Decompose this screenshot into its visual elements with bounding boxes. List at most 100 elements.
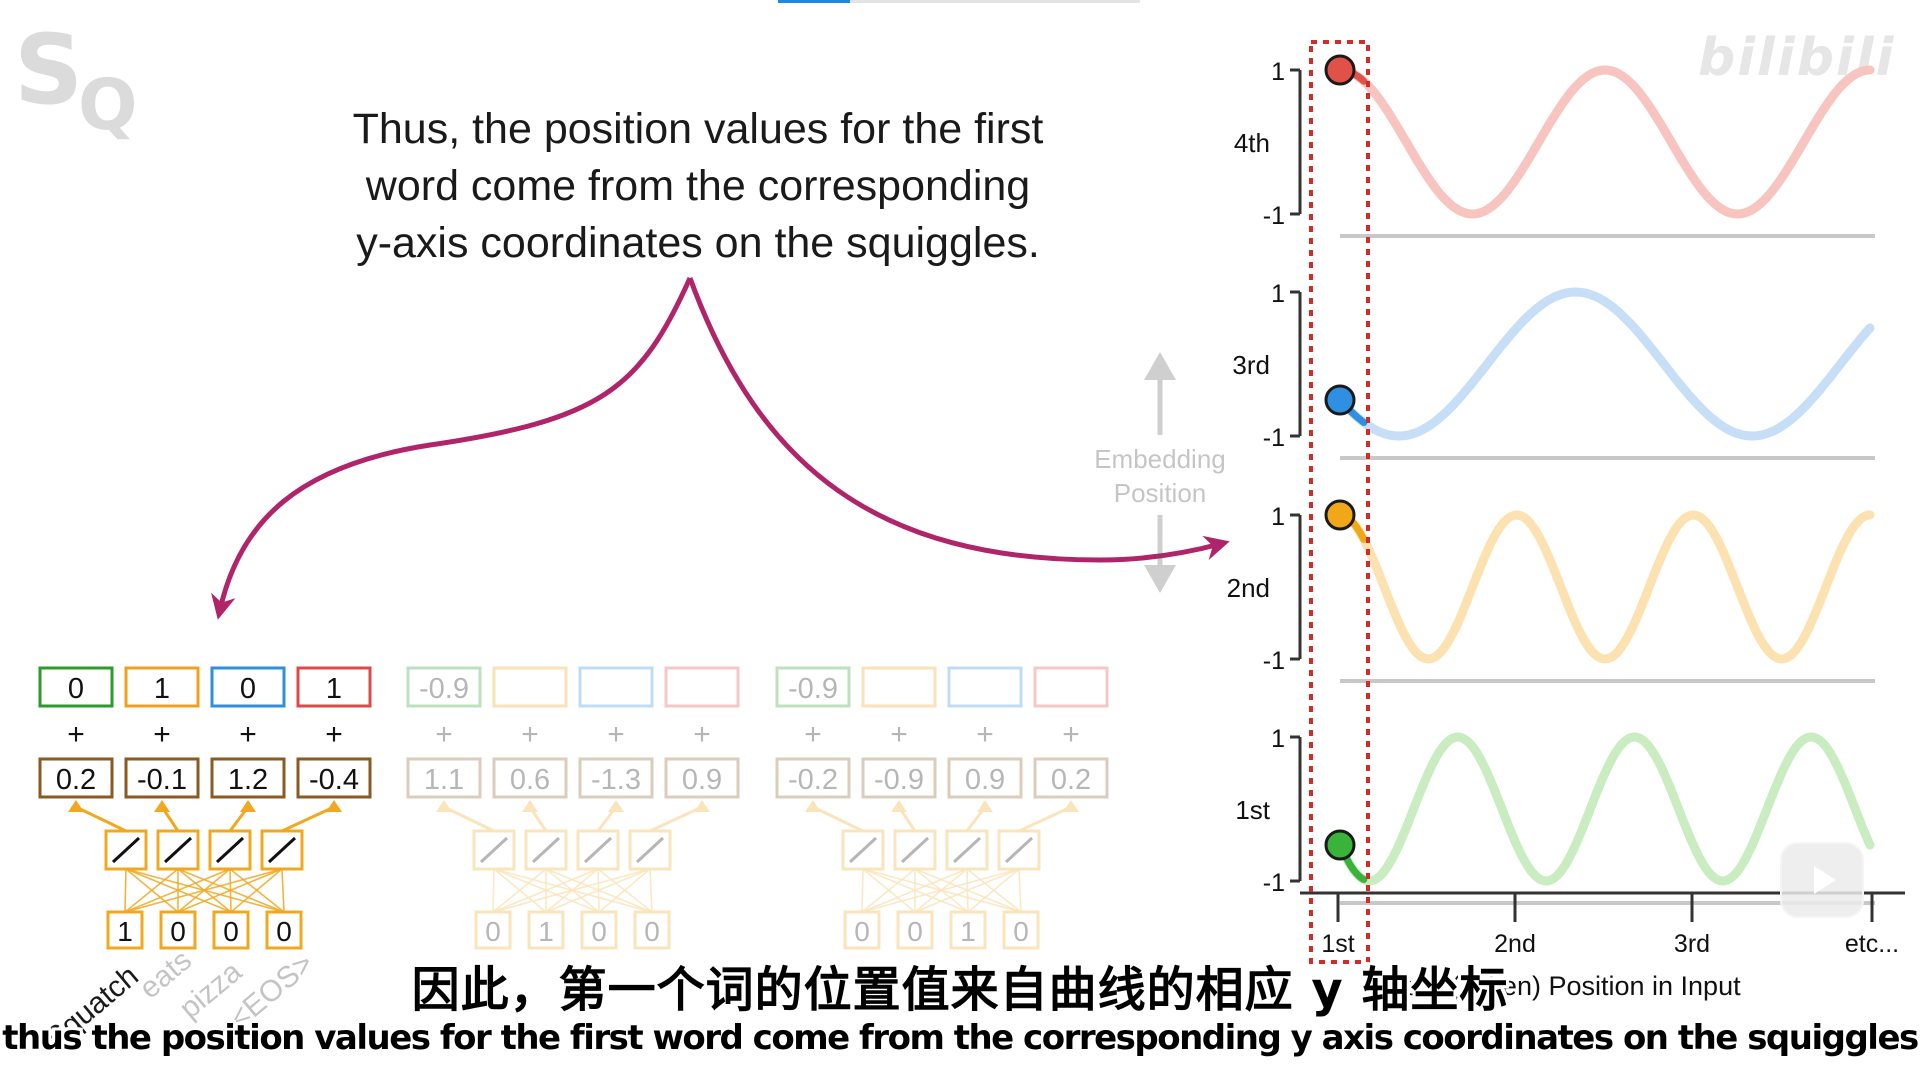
activation-to-embedding-line [812, 805, 864, 833]
network-weight-line [967, 868, 1020, 913]
network-weight-line [281, 868, 285, 913]
activation-to-embedding-line [897, 806, 917, 832]
embedding-value: 1.2 [228, 764, 268, 796]
plus-sign: + [1062, 718, 1080, 751]
embedding-value: 0.2 [1051, 764, 1091, 796]
one-hot-input-value: 1 [538, 916, 554, 947]
embedding-arrowhead [1063, 800, 1079, 812]
network-weight-line [492, 868, 547, 913]
network-weight-line [914, 868, 1020, 913]
row-label: 3rd [1232, 350, 1270, 380]
position-value-box [492, 666, 568, 708]
embedding-arrowhead [326, 800, 342, 812]
network-weight-line [545, 868, 600, 913]
embedding-value-box [38, 757, 114, 799]
plus-sign: + [976, 718, 994, 751]
activation-node [472, 829, 516, 871]
network-weight-line [177, 868, 285, 913]
play-button[interactable] [1780, 842, 1864, 918]
identity-activation-glyph [1004, 836, 1034, 864]
position-value-dot [1324, 829, 1356, 861]
word-column-2: -0.9 +1.1 +0.6 + -1.3 +0.9 0 1 0 0 [406, 666, 740, 950]
row-label: 2nd [1227, 573, 1270, 603]
position-value-box [296, 666, 372, 708]
activation-to-embedding-line [528, 806, 548, 832]
one-hot-input-box [527, 910, 565, 950]
network-weight-line [597, 868, 653, 913]
plus-sign: + [521, 718, 539, 751]
embedding-arrowhead [891, 800, 907, 812]
channel-logo: S Q [8, 14, 158, 154]
word-embedding-columns: 0+0.21+-0.10+1.21+-0.41 0 0 0-0.9+1.1+0.6+-… [38, 666, 1109, 950]
x-tick-label: 1st [1321, 930, 1354, 958]
y-tick-label-top: 1 [1271, 503, 1285, 531]
network-weight-line [649, 868, 653, 913]
plus-sign: + [607, 718, 625, 751]
network-weight-line [125, 868, 285, 913]
network-weight-line [125, 868, 232, 913]
position-value-box [406, 666, 482, 708]
position-value-box [775, 666, 851, 708]
activation-to-embedding-line [281, 805, 335, 833]
network-weight-line [862, 868, 969, 913]
x-axis: 1st 2nd 3rd etc... Word (Token) Position in … [1300, 891, 1905, 1001]
embedding-value-box [861, 757, 937, 799]
embedding-arrowhead [694, 800, 710, 812]
one-hot-input-value: 0 [223, 916, 239, 947]
embedding-value: 0.9 [682, 764, 722, 796]
activation-to-embedding-line [965, 806, 987, 832]
network-weight-line [125, 868, 179, 913]
identity-activation-glyph [531, 836, 561, 864]
identity-activation-glyph [900, 836, 930, 864]
identity-activation-glyph [848, 836, 878, 864]
network-weight-line [862, 868, 916, 913]
identity-activation-glyph [111, 836, 141, 864]
network-weight-line [598, 868, 651, 913]
y-tick-label-top: 1 [1271, 58, 1285, 86]
embedding-arrowhead [240, 800, 256, 812]
embedding-axis-down-head [1144, 565, 1176, 593]
row-label: 1st [1235, 795, 1270, 825]
plus-sign: + [435, 718, 453, 751]
annotation-line-3: y-axis coordinates on the squiggles. [356, 219, 1040, 267]
squiggle-curve [1335, 732, 1875, 886]
one-hot-input-box [106, 910, 144, 950]
position-value-box [210, 666, 286, 708]
one-hot-input-box [212, 910, 250, 950]
one-hot-input-box [159, 910, 197, 950]
one-hot-input-box [843, 910, 881, 950]
identity-activation-glyph [163, 836, 193, 864]
network-weight-line [545, 868, 651, 913]
embedding-value-box [578, 757, 654, 799]
network-weight-line [914, 868, 969, 913]
squiggle-chart: 1 -1 4th 1 -1 3rd 1 -1 2nd 1 -1 1st 1st 2nd 3rd etc... W… [1227, 40, 1905, 1001]
one-hot-input-value: 0 [485, 916, 501, 947]
embedding-value-box [947, 757, 1023, 799]
embedding-value-box [406, 757, 482, 799]
identity-activation-glyph [215, 836, 245, 864]
network-weight-line [597, 868, 600, 913]
x-tick-label: etc... [1845, 930, 1899, 958]
video-progress-indicator [778, 0, 850, 3]
network-weight-line [914, 868, 968, 913]
x-tick-label: 2nd [1494, 930, 1536, 958]
position-value: -0.9 [419, 673, 469, 705]
position-value: 0 [240, 673, 256, 705]
activation-node [628, 829, 672, 871]
network-weight-line [862, 868, 1022, 913]
embedding-arrowhead [608, 800, 624, 812]
platform-watermark: bilibili [1698, 28, 1896, 88]
activation-node [945, 829, 989, 871]
network-weight-line [492, 868, 651, 913]
embedding-position-axis: Embedding Position [1094, 352, 1226, 593]
plus-sign: + [239, 718, 257, 751]
network-weight-line [861, 868, 1020, 913]
position-value-box [38, 666, 114, 708]
network-weight-line [493, 868, 653, 913]
one-hot-input-value: 0 [644, 916, 660, 947]
position-value-dot [1324, 384, 1356, 416]
squiggle-row-4th: 1 -1 4th [1234, 54, 1875, 238]
one-hot-input-value: 0 [907, 916, 923, 947]
one-hot-input-value: 0 [276, 916, 292, 947]
